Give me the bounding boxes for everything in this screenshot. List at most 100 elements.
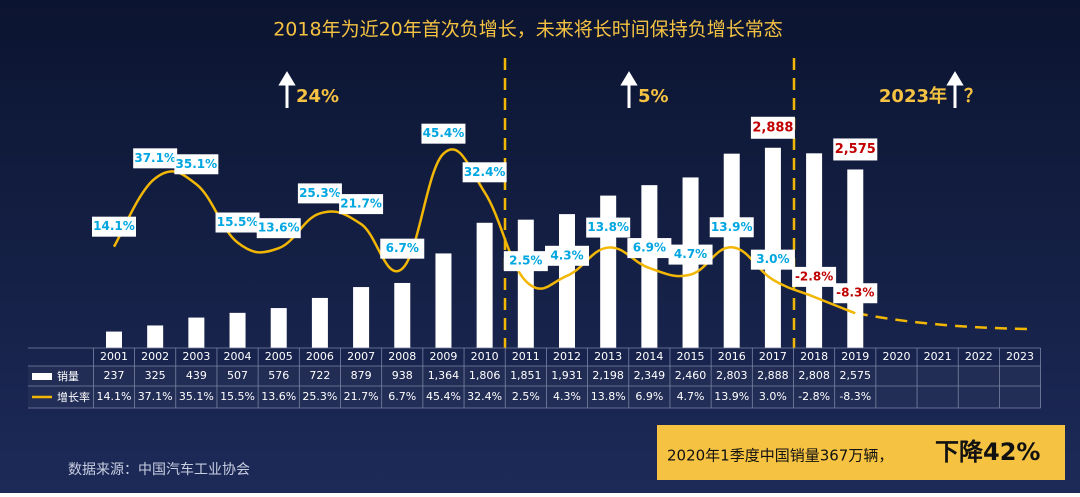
x-tick-label: 2017 (759, 350, 787, 363)
table-cell: 507 (227, 369, 248, 382)
table-cell: 15.5% (220, 390, 255, 403)
growth-label-box (297, 183, 342, 204)
bar-label: 2,888 (752, 120, 793, 135)
bar (353, 287, 370, 348)
table-cell: 2,888 (757, 369, 789, 382)
x-tick-label: 2008 (388, 350, 416, 363)
table-cell: 2.5% (512, 390, 540, 403)
table-cell: 2,808 (798, 369, 830, 382)
growth-label-box (421, 123, 466, 144)
x-tick-label: 2020 (882, 350, 910, 363)
x-tick-label: 2006 (306, 350, 334, 363)
x-tick-label: 2013 (594, 350, 622, 363)
growth-label: 13.8% (587, 220, 629, 234)
growth-label-box (133, 148, 178, 169)
x-tick-label: 2004 (224, 350, 252, 363)
bar-label-box (750, 116, 795, 139)
x-tick-label: 2003 (182, 350, 210, 363)
table-cell: 35.1% (179, 390, 214, 403)
legend-swatch (32, 373, 52, 380)
growth-label: 4.3% (550, 248, 583, 262)
bar (476, 222, 493, 348)
callout-text: 2020年1季度中国销量367万辆， (667, 447, 893, 465)
table-cell: 13.6% (261, 390, 296, 403)
table-cell: 25.3% (302, 390, 337, 403)
annotation: ？ (964, 86, 982, 107)
table-cell: 439 (186, 369, 207, 382)
bar (847, 169, 864, 348)
growth-label-box (627, 238, 672, 259)
table-cell: 2,460 (675, 369, 707, 382)
bar (147, 325, 164, 348)
x-tick-label: 2018 (800, 350, 828, 363)
growth-label-box (215, 212, 260, 233)
bar (105, 331, 122, 348)
table-cell: 576 (268, 369, 289, 382)
growth-label: 15.5% (217, 215, 259, 229)
table-cell: 2,803 (716, 369, 748, 382)
growth-label: 21.7% (340, 197, 382, 211)
bar (764, 147, 781, 348)
growth-label: -2.8% (795, 269, 833, 283)
bar (723, 153, 740, 348)
x-tick-label: 2007 (347, 350, 375, 363)
x-tick-label: 2019 (841, 350, 869, 363)
table-cell: 1,364 (428, 369, 460, 382)
growth-label-box (709, 217, 754, 238)
table-cell: 13.9% (714, 390, 749, 403)
growth-label: 14.1% (93, 219, 135, 233)
table-cell: 722 (309, 369, 330, 382)
growth-label-box (545, 245, 589, 266)
table-cell: 1,806 (469, 369, 501, 382)
annotation: 2023年 (879, 85, 947, 107)
table-cell: 2,349 (634, 369, 666, 382)
table-cell: 4.3% (553, 390, 581, 403)
growth-label: 13.6% (258, 221, 300, 235)
x-tick-label: 2010 (471, 350, 499, 363)
table-cell: 1,851 (510, 369, 542, 382)
bar (394, 282, 411, 348)
x-tick-label: 2001 (100, 350, 128, 363)
growth-label-box (256, 218, 301, 239)
annotation: 24% (296, 86, 339, 107)
table-cell: 21.7% (344, 390, 379, 403)
annotation: 5% (638, 86, 669, 107)
growth-label: 6.7% (386, 241, 419, 255)
growth-label: 3.0% (756, 252, 789, 266)
source: 数据来源：中国汽车工业协会 (68, 461, 250, 478)
period-dividers (503, 58, 796, 348)
table-bg (28, 366, 1041, 408)
table-cell: 938 (392, 369, 413, 382)
growth-label-box (339, 194, 384, 215)
bar (559, 214, 575, 348)
callout-box (657, 425, 1065, 480)
table-cell: -2.8% (798, 390, 830, 403)
table-cell: 6.9% (635, 390, 663, 403)
table-cell: 37.1% (138, 390, 173, 403)
bar (806, 153, 823, 348)
x-tick-label: 2005 (265, 350, 293, 363)
table-cell: 14.1% (97, 390, 132, 403)
growth-label: 35.1% (176, 157, 218, 171)
x-tick-label: 2015 (677, 350, 705, 363)
x-tick-label: 2002 (141, 350, 169, 363)
table-cell: 45.4% (426, 390, 461, 403)
bar (311, 297, 328, 348)
growth-label: 45.4% (423, 126, 465, 140)
table-cell: 879 (351, 369, 372, 382)
growth-label-box (91, 216, 136, 237)
growth-label-box (380, 238, 425, 259)
growth-label: 25.3% (299, 186, 341, 200)
growth-label-box (668, 244, 713, 265)
bar (229, 312, 246, 348)
bar (641, 185, 658, 348)
table-cell: 32.4% (467, 390, 502, 403)
growth-label-box (586, 217, 631, 238)
callout-emphasis: 下降42% (935, 438, 1040, 466)
growth-label-box (833, 283, 878, 304)
arrows (278, 71, 964, 108)
x-tick-label: 2009 (429, 350, 457, 363)
growth-label: 13.9% (711, 220, 753, 234)
